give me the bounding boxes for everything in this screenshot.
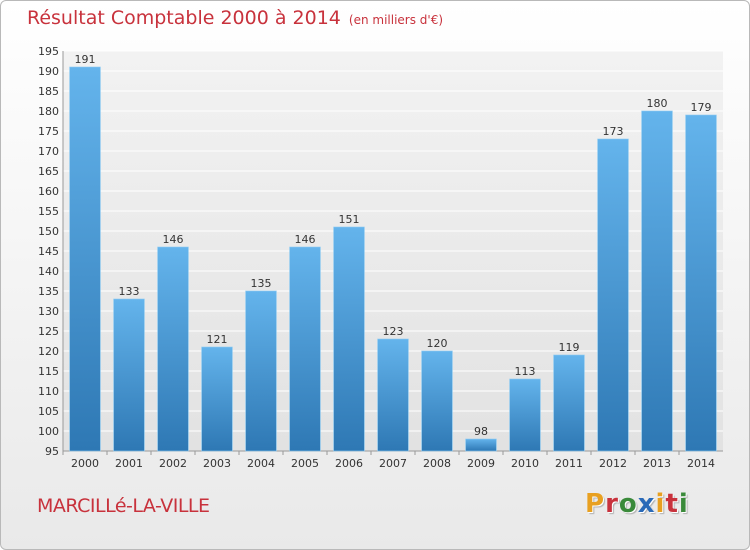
bar	[377, 338, 409, 452]
y-tick-label: 110	[38, 385, 59, 398]
commune-name: MARCILLé-LA-VILLE	[37, 495, 210, 517]
bar	[69, 66, 101, 452]
bar	[245, 290, 277, 452]
bar	[201, 346, 233, 452]
y-tick-label: 100	[38, 425, 59, 438]
x-tick-label: 2000	[71, 457, 99, 470]
y-tick-label: 185	[38, 85, 59, 98]
x-tick-label: 2008	[423, 457, 451, 470]
y-tick-label: 105	[38, 405, 59, 418]
data-label: 179	[691, 101, 712, 114]
y-tick-label: 160	[38, 185, 59, 198]
y-tick-label: 95	[45, 445, 59, 458]
bar	[289, 246, 321, 452]
data-label: 119	[559, 341, 580, 354]
data-label: 98	[474, 425, 488, 438]
bar	[421, 350, 453, 452]
data-label: 146	[163, 233, 184, 246]
bar	[597, 138, 629, 452]
data-label: 191	[75, 53, 96, 66]
x-tick-label: 2013	[643, 457, 671, 470]
chart-unit: (en milliers d'€)	[348, 13, 444, 27]
x-tick-label: 2007	[379, 457, 407, 470]
bar	[333, 226, 365, 452]
x-tick-label: 2011	[555, 457, 583, 470]
data-label: 151	[339, 213, 360, 226]
data-label: 123	[383, 325, 404, 338]
x-tick-label: 2006	[335, 457, 363, 470]
brand-letter: x	[637, 489, 656, 519]
bar	[113, 298, 145, 452]
x-tick-label: 2009	[467, 457, 495, 470]
data-label: 146	[295, 233, 316, 246]
x-tick-label: 2010	[511, 457, 539, 470]
brand-logo: Proxiti	[585, 489, 689, 519]
y-tick-label: 170	[38, 145, 59, 158]
data-labels: 191 133 146 121 135 146 151 123 120 98 113 119 173 18…	[75, 53, 712, 438]
y-tick-label: 190	[38, 65, 59, 78]
chart-title-text: Résultat Comptable 2000 à 2014	[27, 7, 341, 29]
x-tick-label: 2005	[291, 457, 319, 470]
bar	[157, 246, 189, 452]
data-label: 120	[427, 337, 448, 350]
brand-letter: i	[655, 489, 666, 519]
y-tick-label: 125	[38, 325, 59, 338]
data-label: 113	[515, 365, 536, 378]
brand-letter: o	[618, 489, 638, 519]
brand-letter: t	[665, 489, 679, 519]
y-tick-label: 135	[38, 285, 59, 298]
y-tick-label: 140	[38, 265, 59, 278]
brand-letter: r	[605, 489, 619, 519]
x-tick-label: 2012	[599, 457, 627, 470]
x-tick-label: 2004	[247, 457, 275, 470]
y-tick-label: 145	[38, 245, 59, 258]
data-label: 180	[647, 97, 668, 110]
x-tick-label: 2001	[115, 457, 143, 470]
y-tick-label: 130	[38, 305, 59, 318]
y-tick-label: 115	[38, 365, 59, 378]
y-tick-label: 180	[38, 105, 59, 118]
x-tick-label: 2002	[159, 457, 187, 470]
y-tick-label: 120	[38, 345, 59, 358]
bar	[465, 438, 497, 452]
y-tick-label: 195	[38, 45, 59, 58]
bar	[509, 378, 541, 452]
y-tick-label: 175	[38, 125, 59, 138]
x-axis: 2000 2001 2002 2003 2004 2005 2006 2007 2008 2009…	[62, 451, 715, 470]
chart-title: Résultat Comptable 2000 à 2014 (en millie…	[27, 7, 443, 29]
brand-letter: i	[678, 489, 689, 519]
x-tick-label: 2014	[687, 457, 715, 470]
data-label: 133	[119, 285, 140, 298]
data-label: 135	[251, 277, 272, 290]
data-label: 121	[207, 333, 228, 346]
bar	[641, 110, 673, 452]
y-tick-label: 165	[38, 165, 59, 178]
brand-letter: P	[585, 489, 606, 519]
y-tick-label: 155	[38, 205, 59, 218]
y-tick-label: 150	[38, 225, 59, 238]
x-tick-label: 2003	[203, 457, 231, 470]
data-label: 173	[603, 125, 624, 138]
bars	[69, 66, 717, 452]
bar	[553, 354, 585, 452]
bar	[685, 114, 717, 452]
